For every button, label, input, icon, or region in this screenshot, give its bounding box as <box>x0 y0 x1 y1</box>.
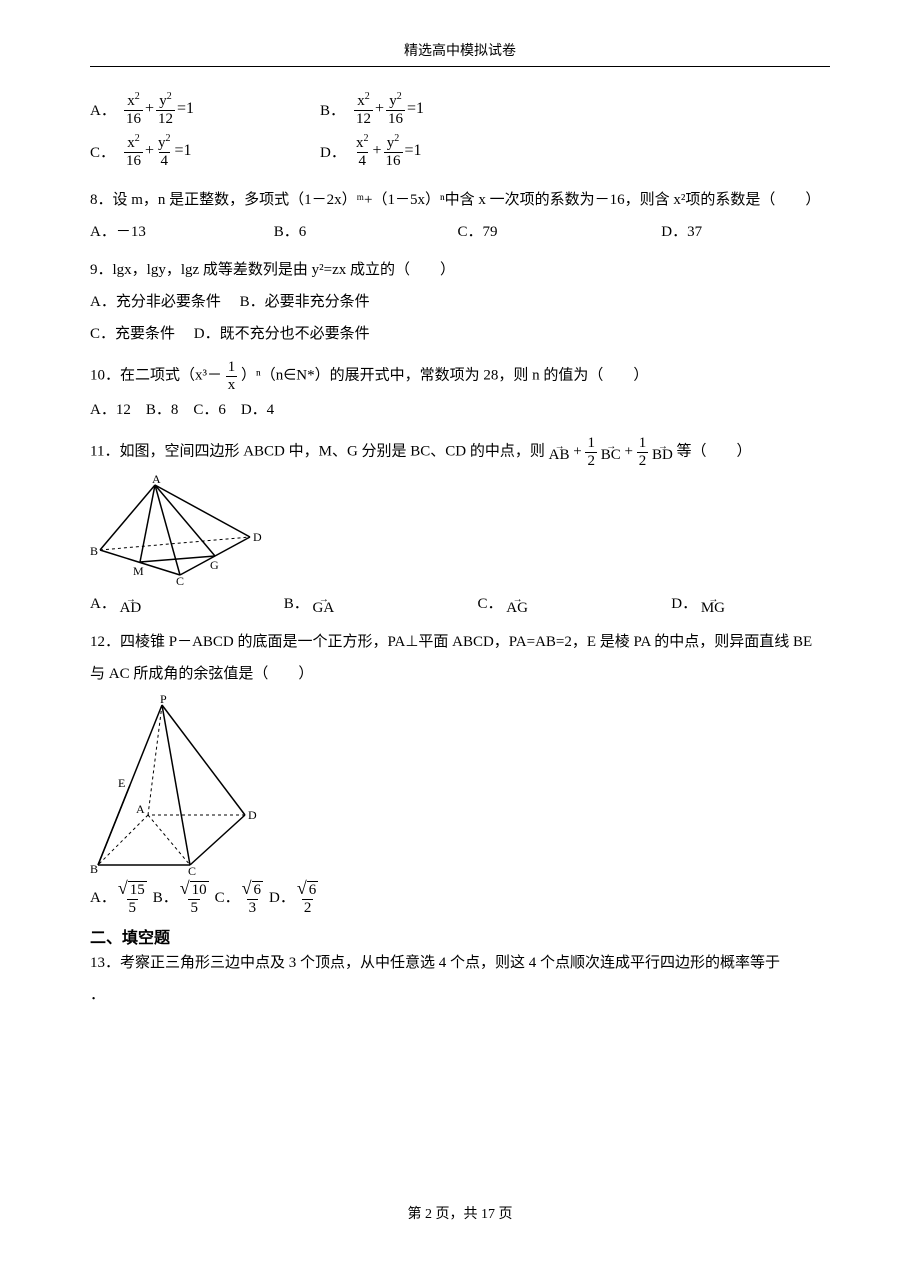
q10-text: 10．在二项式（x³－ 1 x ）ⁿ（n∈N*）的展开式中，常数项为 28，则 … <box>90 359 830 393</box>
q11-option-a: A． →AD <box>90 589 280 619</box>
vector-ab: →AB <box>549 443 570 461</box>
q9-text: 9．lgx，lgy，lgz 成等差数列是由 y²=zx 成立的（ ） <box>90 255 830 285</box>
q11-option-c: C． →AG <box>478 589 668 619</box>
fraction: x2 12 <box>354 91 373 127</box>
q13-line1: 13．考察正三角形三边中点及 3 个顶点，从中任意选 4 个点，则这 4 个点顺… <box>90 948 830 978</box>
label-a: A <box>152 475 161 486</box>
q8-text: 8．设 m，n 是正整数，多项式（1－2x）ᵐ+（1－5x）ⁿ中含 x 一次项的… <box>90 185 830 215</box>
q9-option-a: A．充分非必要条件 <box>90 294 221 310</box>
fraction: x2 16 <box>124 91 143 127</box>
q9-option-d: D．既不充分也不必要条件 <box>194 326 370 342</box>
section-2-heading: 二、填空题 <box>90 924 830 948</box>
fraction: y2 4 <box>156 133 173 169</box>
q12-line1: 12．四棱锥 P－ABCD 的底面是一个正方形，PA⊥平面 ABCD，PA=AB… <box>90 627 830 657</box>
q12-option-c: C． √6 3 <box>215 879 265 916</box>
q12-diagram: P E A B C D <box>90 695 830 875</box>
q11-diagram: A B C D M G <box>90 475 830 585</box>
q12-line2: 与 AC 所成角的余弦值是（ ） <box>90 659 830 689</box>
q11-option-d: D． →MG <box>671 589 725 619</box>
q9-options-line2: C．充要条件 D．既不充分也不必要条件 <box>90 319 830 349</box>
q8-option-b: B．6 <box>274 217 454 247</box>
fraction: y2 12 <box>156 91 175 127</box>
label-d: D <box>253 530 262 544</box>
header-underline <box>90 66 830 67</box>
q7-options-row1: A． x2 16 + y2 12 =1 B． x2 12 <box>90 91 830 127</box>
label-c: C <box>176 574 184 585</box>
q10-options: A．12 B．8 C．6 D．4 <box>90 395 830 425</box>
page-footer: 第 2 页，共 17 页 <box>0 1203 920 1223</box>
q13-line2: ． <box>90 980 830 1010</box>
label-m: M <box>133 564 144 578</box>
plus-sign: + <box>145 100 154 118</box>
fraction: x2 16 <box>124 133 143 169</box>
q9-options-line1: A．充分非必要条件 B．必要非充分条件 <box>90 287 830 317</box>
q8-option-d: D．37 <box>661 217 781 247</box>
q7-option-b: B． x2 12 + y2 16 =1 <box>320 91 550 127</box>
q12-options: A． √15 5 B． √10 5 C． √6 3 D． √6 2 <box>90 879 830 916</box>
q12-option-b: B． √10 5 <box>153 879 211 916</box>
q9-option-c: C．充要条件 <box>90 326 175 342</box>
svg-text:C: C <box>188 864 196 875</box>
q11-options: A． →AD B． →GA C． →AG D． →MG <box>90 589 830 619</box>
q7-option-a: A． x2 16 + y2 12 =1 <box>90 91 320 127</box>
q8-option-c: C．79 <box>458 217 658 247</box>
option-label: D． <box>320 141 354 162</box>
option-label: A． <box>90 99 124 120</box>
vector-bd: →BD <box>652 443 673 461</box>
fraction: y2 16 <box>384 133 403 169</box>
q11-option-b: B． →GA <box>284 589 474 619</box>
q7-option-c: C． x2 16 + y2 4 =1 <box>90 133 320 169</box>
svg-text:P: P <box>160 695 167 706</box>
option-label: B． <box>320 99 354 120</box>
q12-option-a: A． √15 5 <box>90 879 149 916</box>
q12-option-d: D． √6 2 <box>269 879 320 916</box>
page-header: 精选高中模拟试卷 <box>90 40 830 60</box>
q7-option-d: D． x2 4 + y2 16 =1 <box>320 133 550 169</box>
fraction: x2 4 <box>354 133 371 169</box>
svg-text:B: B <box>90 862 98 875</box>
label-b: B <box>90 544 98 558</box>
q9-option-b: B．必要非充分条件 <box>240 294 370 310</box>
fraction: y2 16 <box>386 91 405 127</box>
q8-options: A．－13 B．6 C．79 D．37 <box>90 217 830 247</box>
svg-text:D: D <box>248 808 257 822</box>
q11-text: 11．如图，空间四边形 ABCD 中，M、G 分别是 BC、CD 的中点，则 →… <box>90 435 830 469</box>
label-g: G <box>210 558 219 572</box>
equals-one: =1 <box>177 100 194 118</box>
vector-bc: →BC <box>601 443 621 461</box>
q8-option-a: A．－13 <box>90 217 270 247</box>
svg-text:A: A <box>136 802 145 816</box>
option-label: C． <box>90 141 124 162</box>
svg-text:E: E <box>118 776 125 790</box>
q7-options-row2: C． x2 16 + y2 4 =1 D． x2 4 <box>90 133 830 169</box>
